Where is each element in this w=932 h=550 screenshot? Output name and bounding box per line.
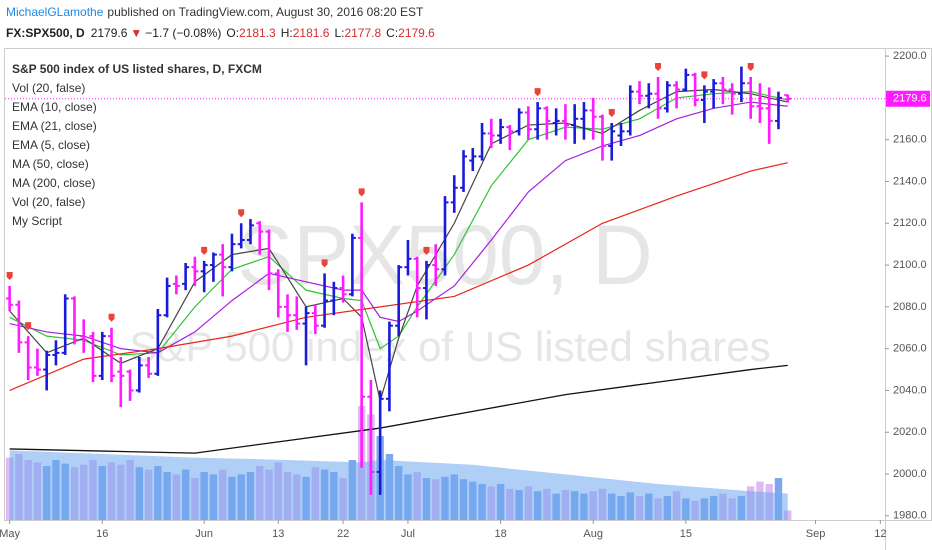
x-tick-label: 16 bbox=[96, 528, 108, 540]
x-tick-label: 22 bbox=[337, 528, 349, 540]
indicator-line bbox=[9, 101, 788, 354]
volume-ma-area bbox=[9, 450, 788, 520]
x-tick-label: 12 bbox=[874, 528, 886, 540]
y-tick-label: 2160.0 bbox=[893, 134, 927, 146]
signal-marker bbox=[655, 63, 662, 72]
signal-marker bbox=[108, 313, 115, 322]
signal-marker bbox=[747, 63, 754, 72]
legend-entry: My Script bbox=[12, 214, 63, 228]
x-tick-label: 15 bbox=[680, 528, 692, 540]
y-tick-label: 2100.0 bbox=[893, 259, 927, 271]
signal-marker bbox=[534, 88, 541, 97]
x-tick-label: 13 bbox=[272, 528, 284, 540]
y-tick-label: 1980.0 bbox=[893, 510, 927, 522]
symbol-line: FX:SPX500, D 2179.6 ▼ −1.7 (−0.08%) O:2181.3… bbox=[6, 26, 435, 40]
signal-marker bbox=[201, 246, 208, 255]
down-arrow: ▼ bbox=[130, 26, 142, 40]
volume-layer bbox=[5, 406, 792, 520]
legend: S&P 500 index of US listed shares, D, FX… bbox=[12, 62, 262, 228]
x-tick-label: Jul bbox=[401, 528, 415, 540]
author[interactable]: MichaelGLamothe bbox=[6, 5, 104, 19]
o-value: 2181.3 bbox=[239, 26, 276, 40]
main-layer bbox=[5, 63, 885, 495]
l-label: L: bbox=[334, 26, 344, 40]
signal-marker bbox=[6, 271, 13, 280]
last-price-box bbox=[886, 90, 930, 107]
signal-marker bbox=[701, 71, 708, 80]
o-label: O: bbox=[226, 26, 239, 40]
signal-marker bbox=[423, 246, 430, 255]
x-tick-label: May bbox=[0, 528, 21, 540]
x-tick-label: Sep bbox=[806, 528, 826, 540]
legend-entry: MA (200, close) bbox=[12, 176, 95, 190]
legend-entry: Vol (20, false) bbox=[12, 81, 85, 95]
symbol: FX:SPX500, D bbox=[6, 26, 85, 40]
indicator-line bbox=[9, 364, 788, 454]
h-value: 2181.6 bbox=[293, 26, 330, 40]
x-tick-label: Aug bbox=[583, 528, 603, 540]
l-value: 2177.8 bbox=[344, 26, 381, 40]
x-tick-label: 18 bbox=[494, 528, 506, 540]
published: published on TradingView.com, August 30,… bbox=[107, 5, 424, 19]
y-tick-label: 2200.0 bbox=[893, 50, 927, 62]
legend-entry: EMA (10, close) bbox=[12, 100, 97, 114]
watermark-sub: S&P 500 index of US listed shares bbox=[129, 323, 770, 370]
legend-entry: MA (50, close) bbox=[12, 157, 89, 171]
y-tick-label: 2020.0 bbox=[893, 426, 927, 438]
x-tick-label: Jun bbox=[195, 528, 213, 540]
legend-entry: EMA (21, close) bbox=[12, 119, 97, 133]
legend-entry: EMA (5, close) bbox=[12, 138, 90, 152]
y-tick-label: 2060.0 bbox=[893, 343, 927, 355]
header-line: MichaelGLamothe published on TradingView.… bbox=[6, 5, 424, 19]
y-tick-label: 2120.0 bbox=[893, 217, 927, 229]
y-tick-label: 2040.0 bbox=[893, 384, 927, 396]
last-price-label: 2179.6 bbox=[893, 93, 927, 105]
signal-marker bbox=[608, 108, 615, 117]
signal-marker bbox=[25, 322, 32, 331]
legend-entry: Vol (20, false) bbox=[12, 195, 85, 209]
chart-title: S&P 500 index of US listed shares, D, FX… bbox=[12, 62, 262, 76]
signal-marker bbox=[358, 188, 365, 197]
change: −1.7 (−0.08%) bbox=[145, 26, 221, 40]
y-tick-label: 2140.0 bbox=[893, 175, 927, 187]
c-label: C: bbox=[386, 26, 398, 40]
last-price: 2179.6 bbox=[91, 26, 128, 40]
y-tick-label: 2080.0 bbox=[893, 301, 927, 313]
h-label: H: bbox=[281, 26, 293, 40]
y-tick-label: 2000.0 bbox=[893, 468, 927, 480]
signal-marker bbox=[238, 209, 245, 218]
c-value: 2179.6 bbox=[398, 26, 435, 40]
signal-marker bbox=[321, 259, 328, 268]
